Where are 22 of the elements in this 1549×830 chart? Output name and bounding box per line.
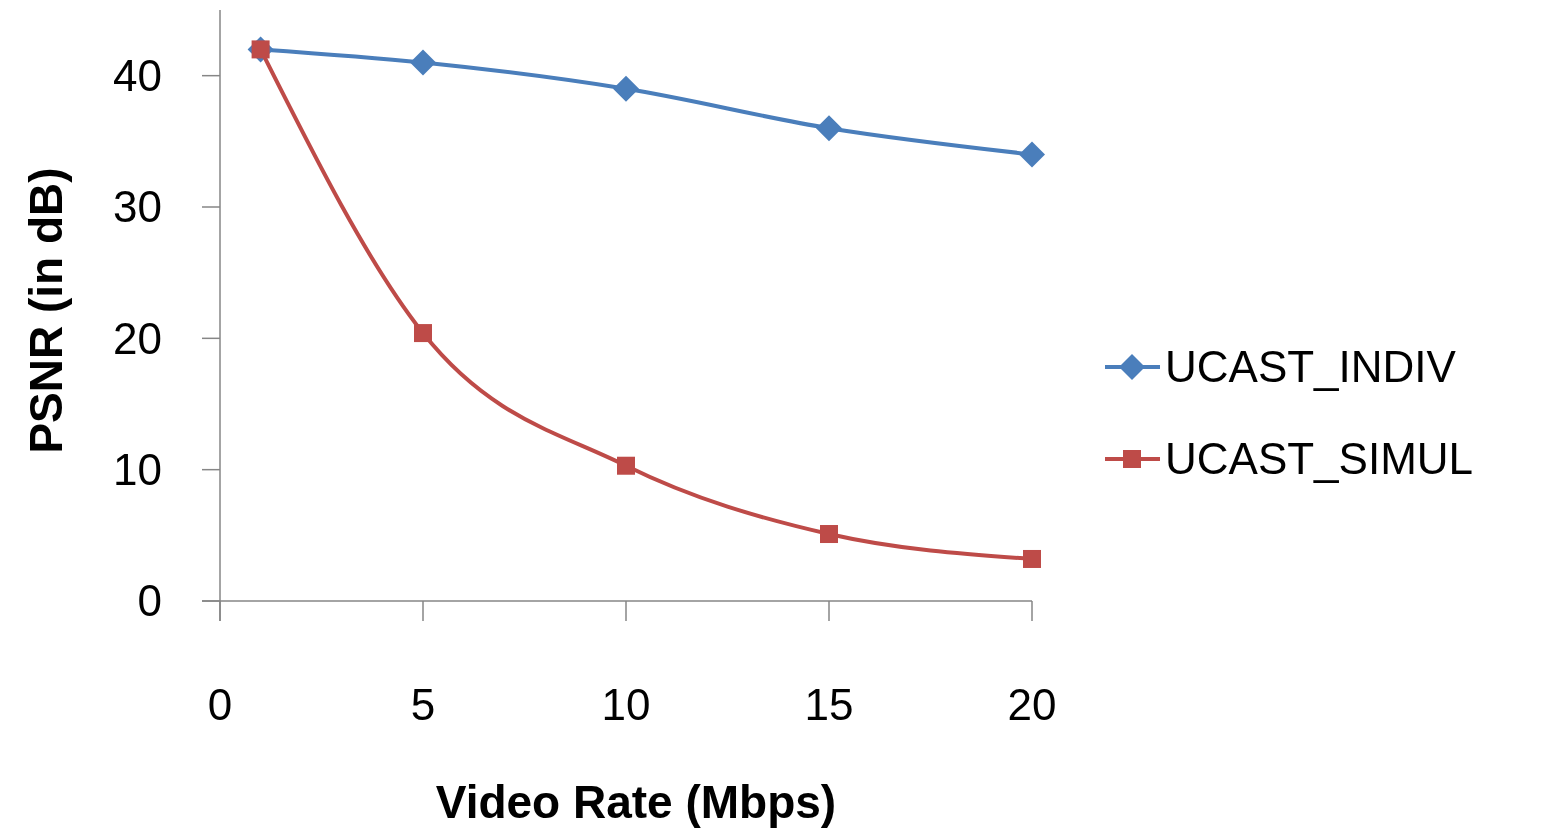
- legend-label: UCAST_INDIV: [1165, 342, 1457, 392]
- point: [617, 456, 635, 475]
- point: [1019, 141, 1045, 168]
- x-axis-title: Video Rate (Mbps): [435, 776, 837, 828]
- point: [1023, 549, 1041, 568]
- x-tick-label: 5: [410, 680, 436, 729]
- point: [414, 324, 432, 343]
- y-tick-label: 30: [113, 182, 162, 232]
- y-tick-label: 40: [113, 51, 162, 101]
- x-tick-label: 15: [804, 680, 854, 729]
- point: [820, 525, 838, 544]
- point: [410, 49, 436, 76]
- point: [816, 115, 842, 142]
- x-tick-label: 20: [1007, 680, 1057, 729]
- y-tick-label: 0: [137, 576, 162, 626]
- y-tick-label: 10: [113, 445, 162, 495]
- legend-label: UCAST_SIMUL: [1165, 434, 1474, 484]
- y-axis-title: PSNR (in dB): [20, 167, 72, 454]
- x-tick-label: 0: [207, 680, 233, 729]
- x-tick-label: 10: [601, 680, 651, 729]
- point: [613, 75, 639, 102]
- y-tick-label: 20: [113, 313, 162, 363]
